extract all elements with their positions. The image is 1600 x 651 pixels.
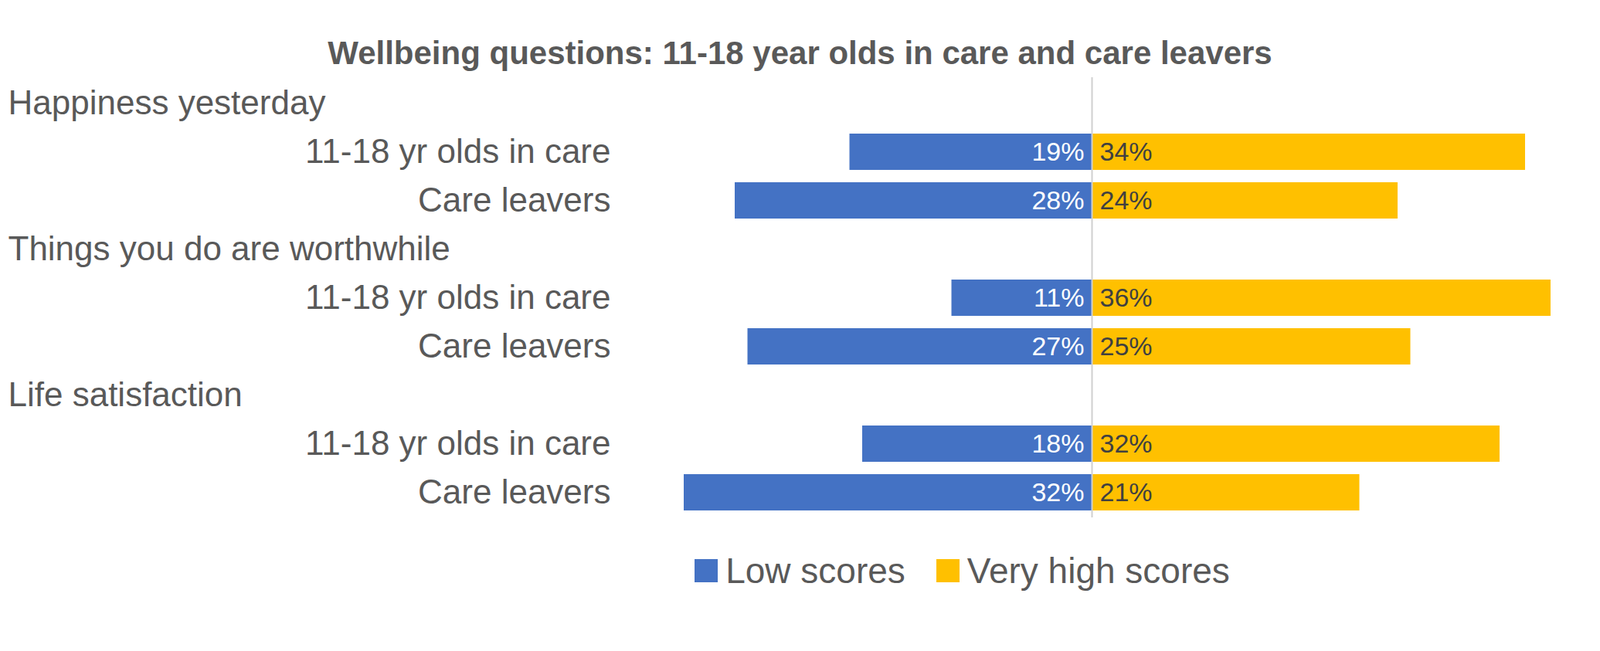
svg-text:Care leavers: Care leavers xyxy=(417,180,611,219)
svg-text:24%: 24% xyxy=(1100,185,1153,215)
svg-text:Happiness yesterday: Happiness yesterday xyxy=(8,83,327,122)
svg-text:28%: 28% xyxy=(1031,185,1084,215)
svg-text:32%: 32% xyxy=(1031,477,1084,507)
svg-text:21%: 21% xyxy=(1100,477,1153,507)
svg-text:27%: 27% xyxy=(1031,331,1084,361)
svg-text:19%: 19% xyxy=(1031,136,1084,167)
svg-text:34%: 34% xyxy=(1100,136,1153,167)
svg-text:Things you do are worthwhile: Things you do are worthwhile xyxy=(8,229,451,268)
svg-text:Care leavers: Care leavers xyxy=(417,326,611,365)
html-text:Very high scores: Very high scores xyxy=(967,550,1230,592)
svg-text:Care leavers: Care leavers xyxy=(417,472,611,511)
svg-text:25%: 25% xyxy=(1100,331,1153,361)
html-text:Wellbeing questions: 11-18 yea: Wellbeing questions: 11-18 year olds in … xyxy=(327,34,1273,72)
svg-text:11-18 yr olds in care: 11-18 yr olds in care xyxy=(305,424,611,462)
svg-text:36%: 36% xyxy=(1100,282,1153,313)
svg-text:11-18 yr olds in care: 11-18 yr olds in care xyxy=(305,132,611,170)
svg-text:11%: 11% xyxy=(1033,282,1085,313)
svg-text:11-18 yr olds in care: 11-18 yr olds in care xyxy=(305,278,611,316)
html-text:Low scores: Low scores xyxy=(725,550,906,592)
svg-text:32%: 32% xyxy=(1100,428,1153,459)
svg-text:18%: 18% xyxy=(1031,428,1084,459)
svg-text:Life satisfaction: Life satisfaction xyxy=(8,375,243,414)
